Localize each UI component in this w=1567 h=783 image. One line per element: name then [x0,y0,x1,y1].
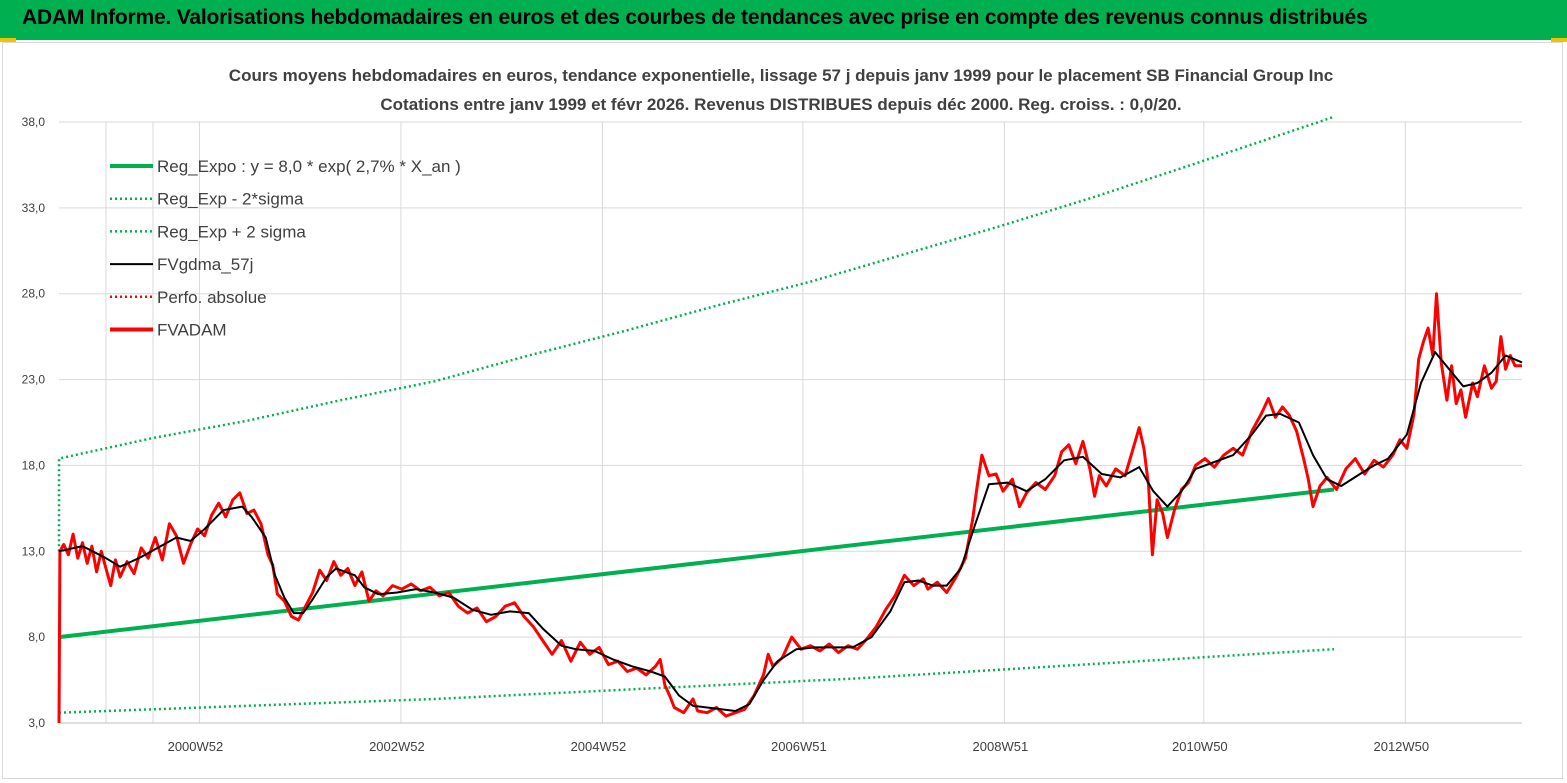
x-tick-label: 2000W52 [168,739,224,754]
y-tick-label: 13,0 [22,544,46,558]
y-tick-label: 23,0 [22,373,46,387]
accent-mark-left [0,38,16,42]
y-tick-label: 38,0 [22,115,46,129]
legend-label: Reg_Exp - 2*sigma [157,190,304,209]
x-tick-label: 2002W52 [369,739,425,754]
report-title: ADAM Informe. Valorisations hebdomadaire… [22,6,1368,29]
legend-label: Reg_Expo : y = 8,0 * exp( 2,7% * X_an ) [157,157,461,176]
y-tick-label: 3,0 [28,716,45,730]
legend-label: FVADAM [157,321,227,340]
y-tick-label: 18,0 [22,458,46,472]
legend-label: FVgdma_57j [157,255,253,274]
legend: Reg_Expo : y = 8,0 * exp( 2,7% * X_an ) R… [110,157,461,340]
legend-label: Perfo. absolue [157,288,267,307]
x-tick-label: 2010W50 [1172,739,1228,754]
chart-area: Cours moyens hebdomadaires en euros, ten… [2,42,1563,779]
x-tick-label: 2008W51 [973,739,1029,754]
header-banner: ADAM Informe. Valorisations hebdomadaire… [0,0,1567,40]
chart-title-line-1: Cours moyens hebdomadaires en euros, ten… [229,66,1333,85]
x-tick-label: 2012W50 [1373,739,1429,754]
series-line [57,115,1335,552]
accent-mark-right [1551,38,1567,42]
x-tick-label: 2004W52 [571,739,627,754]
y-tick-label: 8,0 [28,630,45,644]
gridlines [59,121,1522,724]
chart-title-line-2: Cotations entre janv 1999 et févr 2026. … [380,95,1181,114]
y-axis: 3,0 8,0 13,0 18,0 23,0 28,0 33,0 38,0 [22,115,46,730]
series-line [58,647,1335,714]
y-tick-label: 33,0 [22,201,46,215]
line-chart: Cours moyens hebdomadaires en euros, ten… [22,66,1523,754]
series-line [58,487,1335,640]
series-line [57,292,1522,724]
series-line [58,351,1523,712]
legend-label: Reg_Exp + 2 sigma [157,222,306,241]
x-axis: 2000W52 2002W52 2004W52 2006W51 2008W51 2010W… [59,722,1522,754]
x-tick-label: 2006W51 [771,739,827,754]
y-tick-label: 28,0 [22,287,46,301]
series-group [57,115,1523,724]
